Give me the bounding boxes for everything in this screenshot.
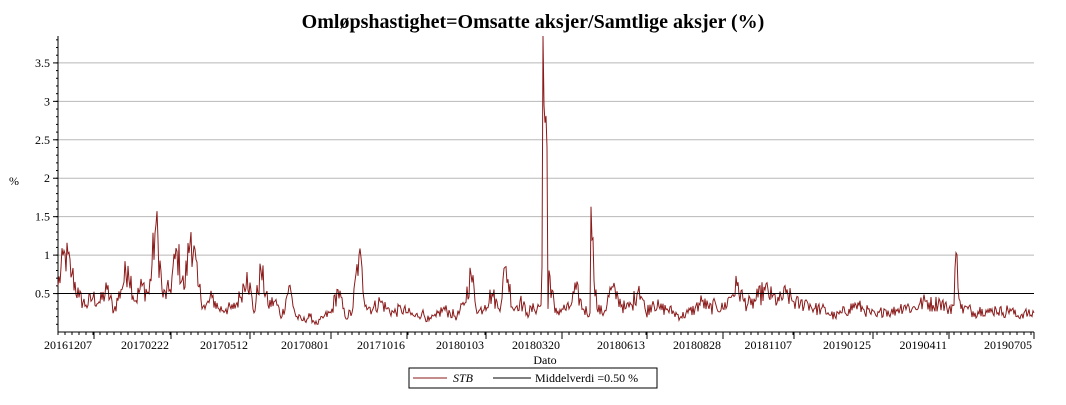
x-tick-label: 20170801 [281, 338, 329, 352]
y-axis-label: % [9, 174, 19, 188]
x-tick-label: 20170222 [121, 338, 169, 352]
series-layer [57, 35, 1035, 326]
x-tick-label: 20170512 [200, 338, 248, 352]
x-axis-label: Dato [533, 353, 556, 367]
y-tick-label: 2 [44, 171, 50, 185]
x-tick-label: 20190411 [899, 338, 947, 352]
legend-box [408, 367, 658, 389]
grid-lines [58, 62, 1034, 295]
y-tick-label: 1 [44, 248, 50, 262]
x-tick-label: 20190125 [823, 338, 871, 352]
x-tick-label: 20180613 [597, 338, 645, 352]
x-tick-label: 20171016 [357, 338, 405, 352]
y-tick-label: 1.5 [35, 210, 50, 224]
legend-label-mean: Middelverdi =0.50 % [535, 371, 638, 385]
y-tick-label: 0.5 [35, 287, 50, 301]
x-tick-label: 20180103 [436, 338, 484, 352]
legend-label-stb: STB [453, 371, 474, 385]
y-tick-label: 2.5 [35, 133, 50, 147]
chart-title: Omløpshastighet=Omsatte aksjer/Samtlige … [302, 11, 765, 33]
x-tick-label: 20181107 [744, 338, 792, 352]
x-tick-label: 20190705 [984, 338, 1032, 352]
legend: STB Middelverdi =0.50 % [408, 367, 658, 389]
y-tick-label: 3 [44, 94, 50, 108]
y-tick-label: 3.5 [35, 56, 50, 70]
axes: 0.5 1 1.5 2 2.5 3 3.5 20161207 20170222 20170512 2… [35, 36, 1035, 352]
x-tick-label: 20180320 [512, 338, 560, 352]
x-tick-label: 20180828 [673, 338, 721, 352]
series-line-stb [57, 35, 1035, 326]
x-tick-label: 20161207 [44, 338, 92, 352]
